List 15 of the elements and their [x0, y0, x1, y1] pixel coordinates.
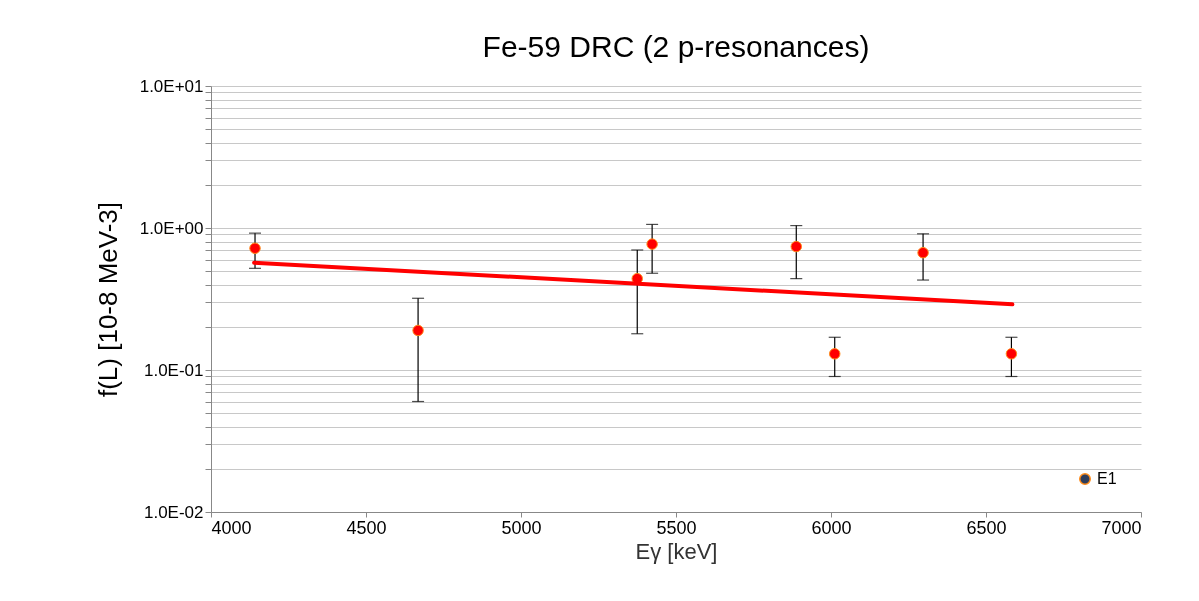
- legend-label: E1: [1097, 470, 1117, 487]
- x-tick-label: 7000: [1101, 517, 1142, 538]
- y-tick-label: 1.0E+01: [139, 76, 204, 96]
- x-tick-label: 6500: [966, 517, 1007, 538]
- y-tick-label: 1.0E+00: [139, 218, 204, 238]
- x-tick-label: 5000: [501, 517, 542, 538]
- chart-title: Fe-59 DRC (2 p-resonances): [482, 30, 870, 63]
- x-tick-label: 4500: [346, 517, 387, 538]
- x-tick-label: 5500: [656, 517, 697, 538]
- x-axis-title: Eγ [keV]: [635, 538, 718, 564]
- x-tick-label: 4000: [211, 517, 252, 538]
- y-tick-label: 1.0E-01: [143, 360, 204, 380]
- y-axis-title: f(L) [10-8 MeV-3]: [92, 201, 123, 398]
- x-tick-label: 6000: [811, 517, 852, 538]
- y-tick-label: 1.0E-02: [143, 502, 204, 522]
